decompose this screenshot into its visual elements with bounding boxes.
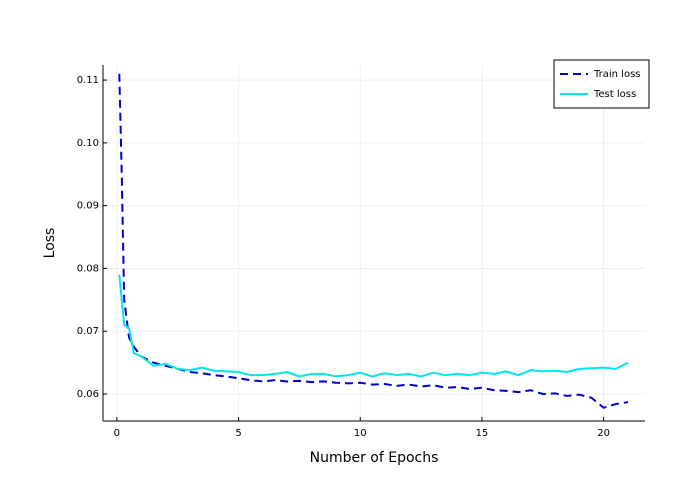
series-line xyxy=(118,274,629,378)
legend-label: Test loss xyxy=(593,89,636,100)
y-tick-label: 0.11 xyxy=(77,75,99,86)
y-tick-label: 0.06 xyxy=(77,389,99,400)
legend-box xyxy=(553,59,650,109)
x-axis-title: Number of Epochs xyxy=(310,450,439,466)
x-tick-label: 10 xyxy=(354,428,367,439)
y-tick-label: 0.09 xyxy=(77,201,99,212)
y-axis-title: Loss xyxy=(42,228,58,259)
x-tick-label: 15 xyxy=(476,428,489,439)
series-line xyxy=(118,73,629,409)
y-tick-label: 0.07 xyxy=(77,326,99,337)
x-tick-label: 20 xyxy=(597,428,610,439)
y-tick-label: 0.08 xyxy=(77,263,99,274)
x-tick-label: 5 xyxy=(235,428,241,439)
x-tick-label: 0 xyxy=(114,428,120,439)
y-tick-label: 0.10 xyxy=(77,138,99,149)
legend-label: Train loss xyxy=(593,69,641,80)
